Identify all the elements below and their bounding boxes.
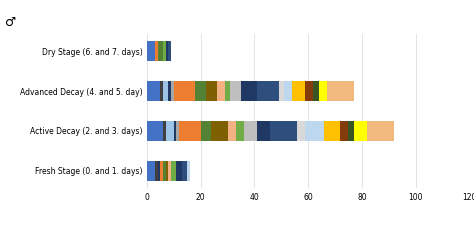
- Bar: [155, 41, 158, 61]
- Bar: [166, 121, 174, 141]
- Bar: [147, 121, 158, 141]
- Bar: [160, 81, 163, 101]
- Bar: [168, 81, 171, 101]
- Bar: [160, 161, 163, 181]
- Bar: [279, 81, 284, 101]
- Bar: [305, 81, 313, 101]
- Bar: [313, 81, 319, 101]
- Bar: [171, 161, 176, 181]
- Bar: [324, 121, 340, 141]
- Bar: [367, 121, 394, 141]
- Text: ♂: ♂: [5, 16, 16, 29]
- Bar: [297, 121, 305, 141]
- Bar: [230, 81, 241, 101]
- Bar: [174, 121, 176, 141]
- Bar: [158, 161, 160, 181]
- Bar: [305, 121, 324, 141]
- Bar: [158, 41, 163, 61]
- Bar: [206, 81, 217, 101]
- Bar: [152, 161, 155, 181]
- Bar: [176, 121, 179, 141]
- Bar: [171, 81, 174, 101]
- Bar: [147, 41, 152, 61]
- Bar: [327, 81, 354, 101]
- Bar: [292, 81, 305, 101]
- Bar: [168, 41, 171, 61]
- Bar: [217, 81, 225, 101]
- Bar: [187, 161, 190, 181]
- Bar: [225, 81, 230, 101]
- Bar: [174, 81, 195, 101]
- Bar: [147, 161, 152, 181]
- Bar: [176, 161, 182, 181]
- Bar: [284, 81, 292, 101]
- Bar: [257, 121, 271, 141]
- Bar: [168, 161, 171, 181]
- Bar: [155, 161, 158, 181]
- Bar: [348, 121, 354, 141]
- Bar: [241, 81, 257, 101]
- Bar: [166, 41, 168, 61]
- Bar: [163, 121, 166, 141]
- Bar: [163, 41, 166, 61]
- Bar: [166, 161, 168, 181]
- Bar: [179, 121, 201, 141]
- Bar: [182, 161, 187, 181]
- Bar: [201, 121, 211, 141]
- Bar: [319, 81, 327, 101]
- Bar: [354, 121, 367, 141]
- Bar: [271, 121, 297, 141]
- Bar: [228, 121, 236, 141]
- Bar: [257, 81, 279, 101]
- Bar: [147, 81, 155, 101]
- Bar: [211, 121, 228, 141]
- Bar: [244, 121, 257, 141]
- Bar: [195, 81, 206, 101]
- Bar: [158, 121, 163, 141]
- Bar: [163, 161, 166, 181]
- Bar: [236, 121, 244, 141]
- Bar: [163, 81, 168, 101]
- Bar: [340, 121, 348, 141]
- Bar: [155, 81, 160, 101]
- Bar: [152, 41, 155, 61]
